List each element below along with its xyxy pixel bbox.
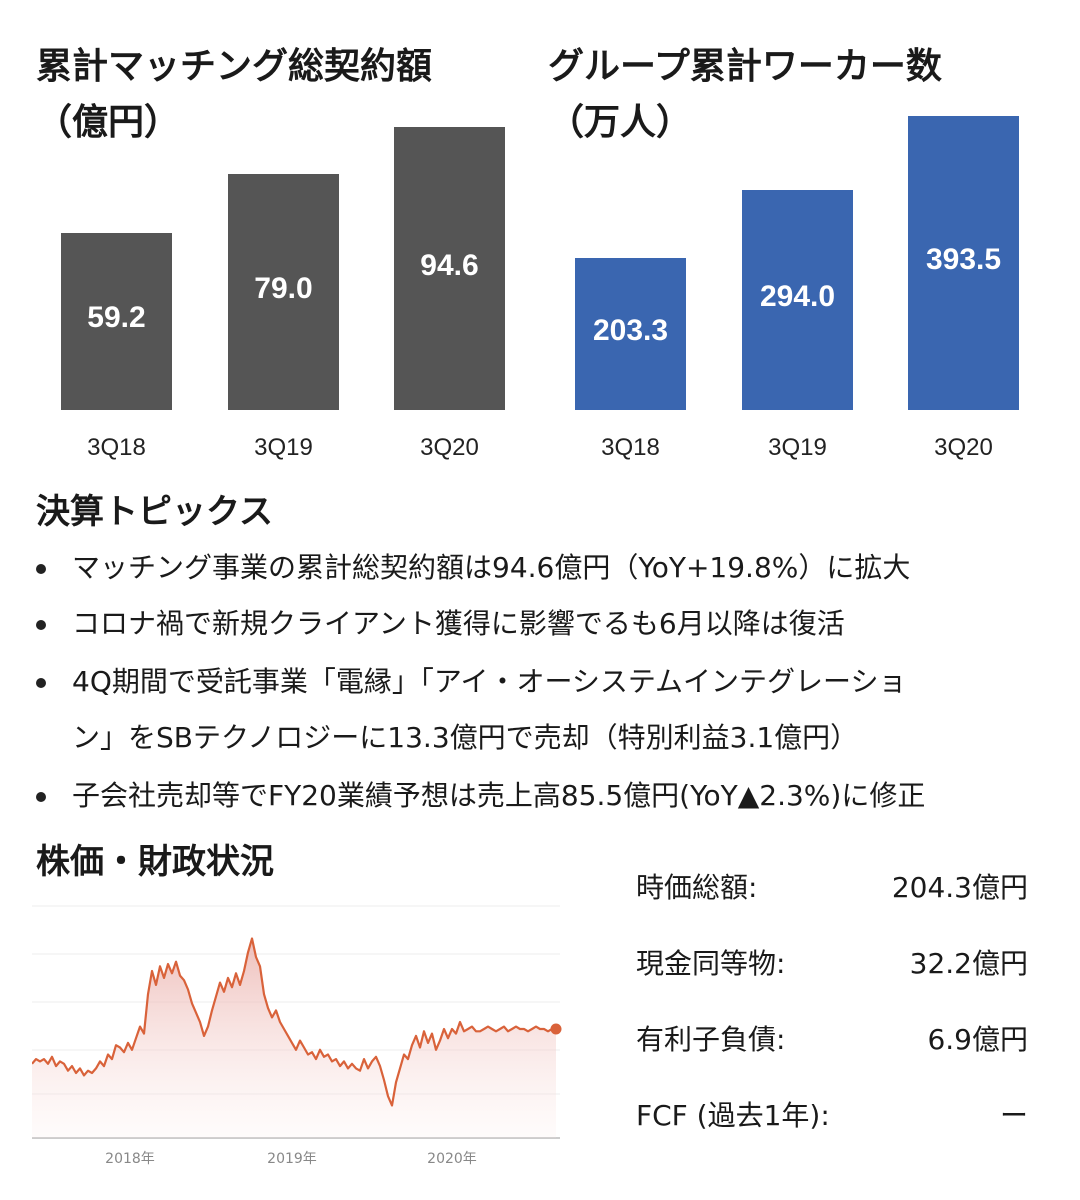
bar-value-label: 393.5	[925, 242, 1002, 276]
cash-equivalents-label: 現金同等物:	[636, 947, 786, 980]
category-label: 3Q20	[420, 434, 479, 461]
bar-value-label: 79.0	[254, 271, 313, 305]
topic-text-line1: 4Q期間で受託事業「電縁」「アイ・オーシステムインテグレーショ	[72, 665, 907, 698]
bar-3Q20: 393.5	[908, 115, 1019, 410]
topic-item: コロナ禍で新規クライアント獲得に影響でるも6月以降は復活	[36, 606, 1046, 646]
bar-3Q18: 59.2	[61, 232, 172, 410]
interest-bearing-debt-label: 有利子負債:	[636, 1023, 786, 1056]
chart1-title: 累計マッチング総契約額	[36, 46, 433, 87]
bar-3Q18: 203.3	[575, 257, 686, 410]
market-cap-label: 時価総額:	[636, 871, 758, 904]
bullet-dot	[36, 678, 46, 688]
topic-item: 4Q期間で受託事業「電縁」「アイ・オーシステムインテグレーショ ン」をSBテクノ…	[36, 664, 1046, 760]
category-label: 3Q19	[254, 434, 313, 461]
category-label: 3Q18	[601, 434, 660, 461]
category-label: 3Q20	[934, 434, 993, 461]
chart2-unit: （万人）	[548, 102, 693, 143]
chart2-title: グループ累計ワーカー数	[548, 46, 942, 87]
stock-area	[32, 938, 556, 1138]
category-label: 3Q18	[87, 434, 146, 461]
stock-x-tick: 2020年	[427, 1151, 477, 1167]
bullet-dot	[36, 564, 46, 574]
bar-value-label: 59.2	[87, 301, 146, 335]
topic-text: 子会社売却等でFY20業績予想は売上高85.5億円(YoY▲2.3%)に修正	[72, 779, 926, 812]
bar-value-label: 294.0	[759, 280, 836, 314]
bar-3Q20: 94.6	[394, 127, 505, 410]
bullet-dot	[36, 620, 46, 630]
bar-value-label: 94.6	[420, 248, 479, 282]
chart1-unit: （億円）	[36, 102, 181, 143]
bar-3Q19: 294.0	[742, 190, 853, 410]
fcf-label: FCF (過去1年):	[636, 1099, 830, 1132]
stock-price-chart	[32, 905, 562, 1139]
stock-section-title: 株価・財政状況	[36, 842, 274, 882]
stock-last-point	[550, 1023, 562, 1035]
topic-text-line2: ン」をSBテクノロジーに13.3億円で売却（特別利益3.1億円）	[72, 721, 859, 754]
topic-text: マッチング事業の累計総契約額は94.6億円（YoY+19.8%）に拡大	[72, 551, 911, 584]
bar-3Q19: 79.0	[228, 173, 339, 410]
bullet-dot	[36, 792, 46, 802]
category-label: 3Q19	[768, 434, 827, 461]
topics-title: 決算トピックス	[36, 492, 273, 532]
interest-bearing-debt-value: 6.9億円	[927, 1023, 1028, 1056]
cash-equivalents-value: 32.2億円	[909, 947, 1028, 980]
fcf-value: ー	[999, 1099, 1028, 1132]
stock-x-tick: 2019年	[267, 1151, 317, 1167]
topic-text: コロナ禍で新規クライアント獲得に影響でるも6月以降は復活	[72, 607, 845, 640]
bar-value-label: 203.3	[592, 313, 669, 347]
market-cap-value: 204.3億円	[891, 871, 1028, 904]
stock-line	[32, 937, 556, 1107]
topic-item: 子会社売却等でFY20業績予想は売上高85.5億円(YoY▲2.3%)に修正	[36, 778, 1046, 818]
stock-x-tick: 2018年	[105, 1151, 155, 1167]
topic-item: マッチング事業の累計総契約額は94.6億円（YoY+19.8%）に拡大	[36, 550, 1046, 590]
